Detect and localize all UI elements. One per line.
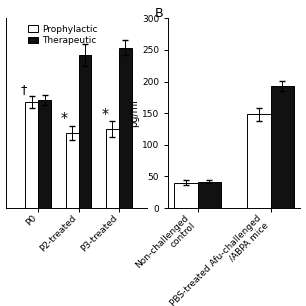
Y-axis label: pg/ml: pg/ml: [129, 99, 139, 127]
Bar: [174, 183, 198, 208]
Bar: [38, 100, 51, 208]
Text: †: †: [21, 84, 28, 96]
Text: *: *: [101, 106, 108, 121]
Bar: [25, 102, 38, 208]
Bar: [119, 47, 132, 208]
Text: B: B: [155, 7, 164, 20]
Bar: [247, 114, 271, 208]
Bar: [106, 129, 119, 208]
Bar: [271, 86, 294, 208]
Text: *: *: [61, 111, 68, 125]
Bar: [79, 55, 91, 208]
Legend: Prophylactic, Therapeutic: Prophylactic, Therapeutic: [25, 21, 101, 48]
Bar: [198, 181, 221, 208]
Bar: [66, 133, 79, 208]
